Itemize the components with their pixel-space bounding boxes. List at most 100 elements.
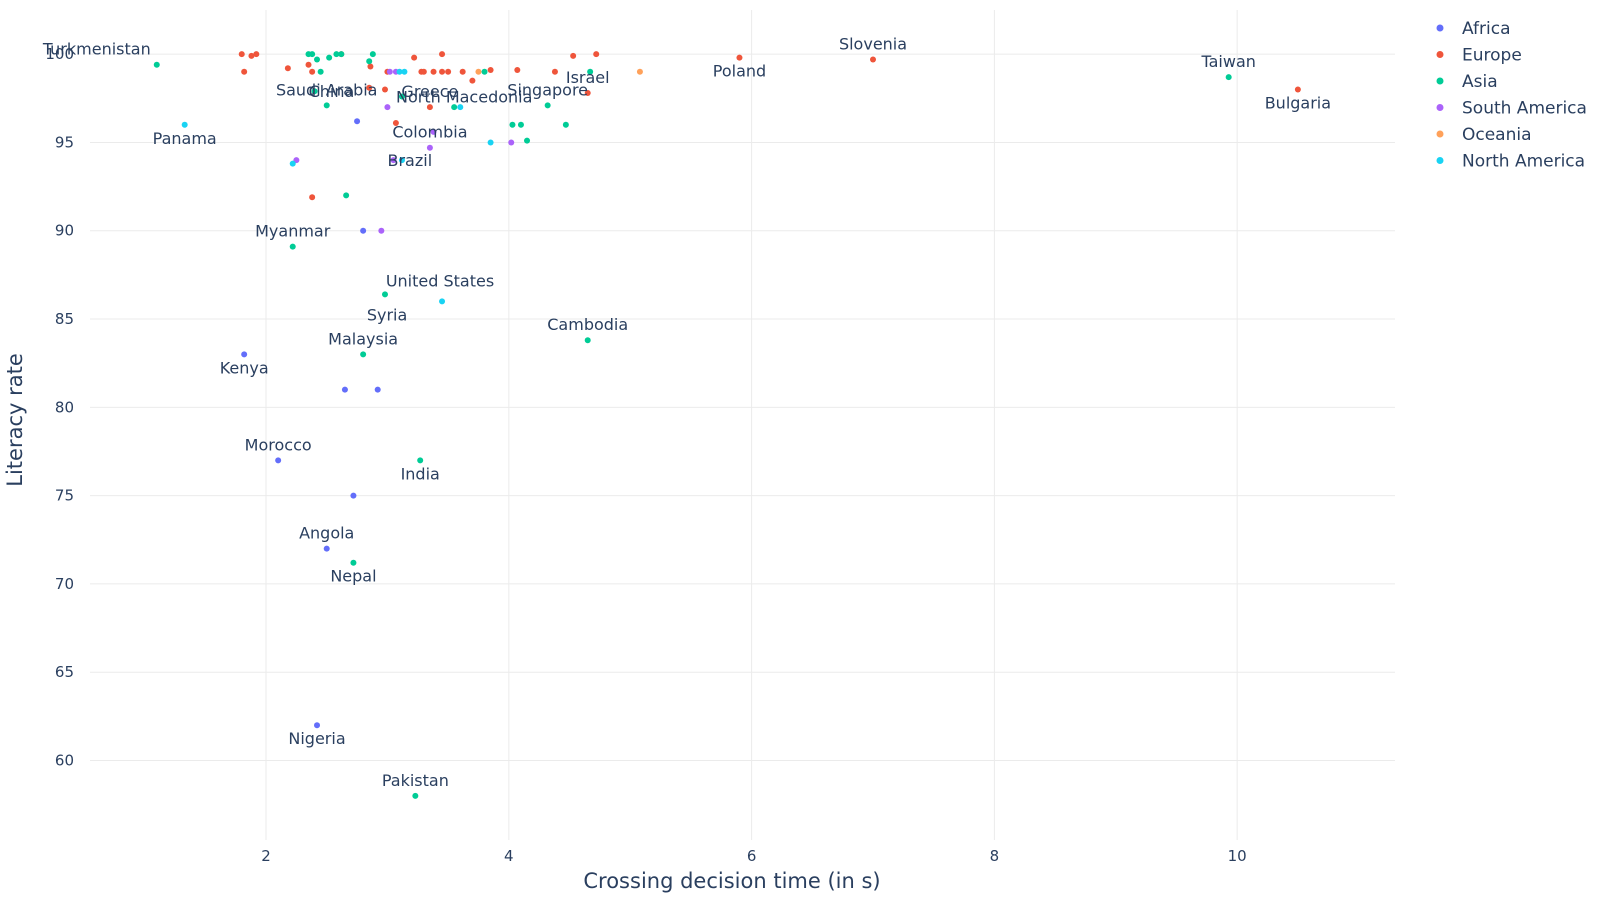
legend-label: South America [1462,99,1587,119]
data-point[interactable] [253,51,260,58]
data-point[interactable] [439,298,446,305]
data-point[interactable] [457,104,464,111]
data-point[interactable] [1225,74,1232,81]
y-tick-label: 85 [55,310,74,328]
data-point[interactable] [736,54,743,61]
data-point[interactable] [584,337,591,344]
data-point[interactable] [475,68,482,75]
data-point[interactable] [870,56,876,63]
data-point[interactable] [430,68,437,75]
data-point[interactable] [314,722,321,729]
legend[interactable]: Africa Europe Asia South America Oceania Nort… [1436,19,1587,172]
data-point[interactable] [412,792,419,799]
legend-item[interactable]: North America [1436,152,1586,172]
data-point[interactable] [481,68,488,75]
data-point[interactable] [508,139,515,146]
data-point[interactable] [309,194,316,201]
data-point[interactable] [411,54,418,61]
data-point[interactable] [238,51,245,58]
data-point[interactable] [398,93,405,100]
data-point[interactable] [366,58,373,65]
data-point[interactable] [384,104,391,111]
data-point[interactable] [284,65,291,72]
data-point[interactable] [587,68,594,75]
data-point[interactable] [420,68,427,75]
data-point[interactable] [1294,86,1301,93]
data-point[interactable] [584,90,591,96]
data-point[interactable] [392,120,399,127]
data-point[interactable] [275,457,282,464]
data-point[interactable] [317,68,324,75]
data-point[interactable] [636,68,643,75]
data-point[interactable] [354,118,361,125]
data-point[interactable] [426,104,433,111]
y-axis-title: Literacy rate [3,353,27,487]
data-point[interactable] [430,128,437,135]
data-point[interactable] [289,160,296,167]
legend-item[interactable]: Asia [1436,72,1498,92]
data-point[interactable] [323,102,330,109]
y-tick-label: 100 [45,45,74,63]
data-point[interactable] [338,51,345,58]
data-point[interactable] [544,102,551,109]
data-point[interactable] [381,86,388,93]
data-point[interactable] [360,351,367,358]
data-point[interactable] [350,492,357,499]
data-point[interactable] [487,139,494,146]
data-point[interactable] [248,52,255,59]
point-label: Angola [299,524,354,543]
data-point[interactable] [459,68,466,75]
data-point[interactable] [241,68,248,75]
data-point[interactable] [445,68,452,75]
data-point[interactable] [341,386,348,393]
data-point[interactable] [309,68,316,75]
legend-item[interactable]: Africa [1436,19,1511,39]
data-point[interactable] [369,51,376,58]
point-label: Bulgaria [1265,93,1331,112]
data-point[interactable] [386,68,393,75]
data-point[interactable] [487,67,494,74]
data-point[interactable] [469,77,476,84]
data-point[interactable] [398,157,405,164]
legend-item[interactable]: Oceania [1436,125,1532,145]
data-point[interactable] [401,68,408,75]
data-point[interactable] [396,68,403,75]
data-point[interactable] [509,121,516,128]
data-point[interactable] [343,192,350,199]
data-point[interactable] [366,84,373,91]
legend-item[interactable]: South America [1436,99,1587,119]
data-point[interactable] [390,157,397,164]
data-point[interactable] [426,144,433,151]
legend-marker [1436,24,1444,32]
data-point[interactable] [305,61,312,68]
data-point[interactable] [326,54,333,61]
data-point[interactable] [439,68,446,75]
data-point[interactable] [517,121,524,128]
data-point[interactable] [181,121,188,128]
data-point[interactable] [374,386,381,393]
data-point[interactable] [593,51,600,58]
data-point[interactable] [309,51,316,58]
data-point[interactable] [378,227,385,234]
legend-label: Asia [1462,72,1498,92]
data-point[interactable] [289,243,296,250]
data-point[interactable] [241,351,248,358]
data-point[interactable] [311,88,318,95]
data-point[interactable] [350,559,357,566]
data-point[interactable] [439,51,446,58]
data-point[interactable] [551,68,558,75]
data-point[interactable] [367,63,374,70]
data-point[interactable] [417,457,424,464]
data-point[interactable] [381,291,388,298]
data-point[interactable] [514,67,521,74]
data-point[interactable] [314,56,321,63]
legend-item[interactable]: Europe [1436,46,1522,66]
data-point[interactable] [333,51,340,58]
data-point[interactable] [360,227,367,234]
data-point[interactable] [570,52,577,59]
data-point[interactable] [524,137,531,144]
data-point[interactable] [153,61,160,68]
data-point[interactable] [562,121,569,128]
data-point[interactable] [323,545,330,552]
data-point[interactable] [451,104,458,111]
